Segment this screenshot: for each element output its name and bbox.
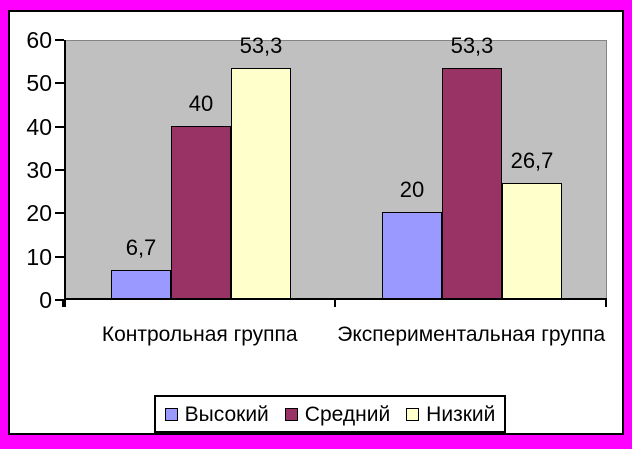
legend-swatch-icon	[284, 407, 298, 421]
chart-area: 6,7 40 53,3 20 53,3 26,7 Высокий Средний Низкий…	[8, 10, 624, 435]
bar-value-label: 40	[188, 91, 214, 116]
y-axis-label: 20	[26, 200, 52, 226]
y-axis-label: 10	[26, 244, 52, 270]
bar-Высокий-2	[382, 212, 442, 299]
y-axis-label: 60	[26, 27, 52, 53]
x-axis-tick	[62, 300, 64, 307]
legend-label: Высокий	[184, 402, 269, 426]
y-axis-tick	[55, 39, 64, 41]
y-axis-line	[64, 40, 66, 307]
y-axis-tick	[55, 126, 64, 128]
legend-label: Низкий	[426, 402, 496, 426]
legend-item-Низкий: Низкий	[406, 404, 495, 425]
y-axis-tick	[55, 82, 64, 84]
bar-Средний-1	[171, 126, 231, 299]
y-axis-tick	[55, 299, 64, 301]
bar-Высокий-1	[111, 270, 171, 299]
bar-Средний-2	[442, 68, 502, 299]
y-axis-label: 50	[26, 70, 52, 96]
bar-value-label: 20	[399, 177, 425, 202]
y-axis-tick	[55, 256, 64, 258]
legend-item-Средний: Средний	[284, 402, 391, 426]
x-axis-tick	[334, 300, 336, 307]
legend-label: Средний	[304, 402, 391, 426]
category-label: Контрольная группа	[101, 323, 298, 346]
plot-area: 6,7 40 53,3 20 53,3 26,7	[64, 35, 607, 300]
legend: Высокий Средний Низкий	[154, 395, 506, 433]
y-axis-label: 40	[26, 114, 52, 140]
y-axis-label: 0	[39, 287, 52, 313]
x-axis-tick	[605, 300, 607, 307]
bar-value-label: 6,7	[125, 235, 157, 260]
y-axis-tick	[55, 212, 64, 214]
bar-Низкий-1	[231, 68, 291, 299]
y-axis-tick	[55, 169, 64, 171]
legend-swatch-icon	[406, 407, 420, 421]
legend-swatch-icon	[164, 407, 178, 421]
category-label: Экспериментальная группа	[337, 323, 606, 346]
bar-Низкий-2	[502, 183, 562, 299]
x-axis-line	[64, 298, 607, 300]
bar-value-label: 53,3	[239, 33, 283, 58]
bar-value-label: 26,7	[510, 148, 554, 173]
bar-value-label: 53,3	[450, 33, 494, 58]
y-axis-label: 30	[26, 157, 52, 183]
legend-item-Высокий: Высокий	[164, 402, 269, 426]
